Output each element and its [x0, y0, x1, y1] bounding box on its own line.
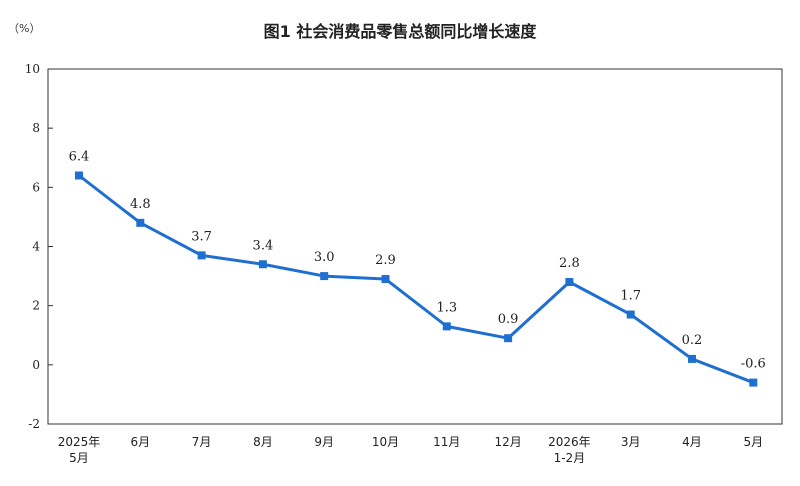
x-tick-label: 11月: [433, 435, 460, 449]
data-value-label: 2.9: [375, 253, 396, 268]
data-value-label: 4.8: [130, 197, 151, 212]
y-tick-label: 8: [32, 121, 40, 135]
data-value-label: 3.0: [314, 250, 335, 265]
data-point-marker: [258, 260, 267, 269]
y-tick-label: 0: [32, 358, 40, 372]
x-tick-label: 4月: [682, 435, 702, 449]
data-point-marker: [688, 354, 696, 363]
data-point-marker: [442, 322, 451, 331]
y-tick-label: 2: [32, 299, 40, 313]
y-axis: -2 0 2 4 6 8 10: [25, 62, 53, 431]
data-point-marker: [504, 334, 513, 343]
y-tick-label: -2: [28, 417, 40, 431]
x-tick-label: 2026年: [548, 435, 591, 449]
data-value-label: 2.8: [559, 256, 580, 271]
data-value-label: 0.2: [682, 333, 703, 348]
y-tick-label: 10: [25, 62, 40, 76]
y-tick-label: 6: [32, 180, 40, 194]
y-tick-label: 4: [32, 240, 40, 254]
chart-title: 图1 社会消费品零售总额同比增长速度: [263, 22, 537, 41]
data-point-marker: [320, 272, 329, 281]
x-tick-label: 10月: [372, 435, 399, 449]
data-point-marker: [565, 278, 574, 286]
data-point-marker: [197, 251, 206, 260]
x-tick-label: 8月: [253, 435, 273, 449]
x-tick-label: 3月: [621, 435, 641, 449]
x-tick-label: 5月: [743, 435, 763, 449]
data-value-label: -0.6: [741, 357, 766, 372]
data-point-marker: [381, 275, 390, 284]
data-value-label: 6.4: [69, 150, 90, 165]
data-point-marker: [75, 171, 83, 180]
data-value-label: 1.7: [620, 289, 641, 304]
y-axis-unit-label: （%）: [8, 22, 41, 35]
x-tick-label: 12月: [494, 435, 521, 449]
x-tick-label: 9月: [314, 435, 334, 449]
x-tick-label: 2025年: [58, 435, 101, 449]
series-line: [78, 174, 754, 384]
plot-area-frame: [47, 68, 783, 425]
x-tick-label: 1-2月: [554, 451, 586, 465]
data-point-marker: [626, 310, 635, 319]
data-point-marker: [749, 378, 758, 387]
data-labels: 6.4 4.8 3.7 3.4 3.0 2.9 1.3 0.9 2.8 1.7 0.2 -0.6: [69, 150, 766, 372]
x-tick-label: 6月: [130, 435, 150, 449]
data-value-label: 0.9: [498, 312, 519, 327]
x-axis: 2025年 5月 6月 7月 8月 9月 10月 11月 12月 2026年 1-2月 3月 4月 5月: [58, 435, 763, 465]
data-value-label: 3.4: [253, 238, 274, 253]
data-value-label: 1.3: [436, 300, 457, 315]
x-tick-label: 5月: [69, 451, 89, 465]
data-point-marker: [136, 218, 145, 227]
data-value-label: 3.7: [191, 229, 212, 244]
data-markers: [75, 171, 758, 387]
x-tick-label: 7月: [192, 435, 212, 449]
